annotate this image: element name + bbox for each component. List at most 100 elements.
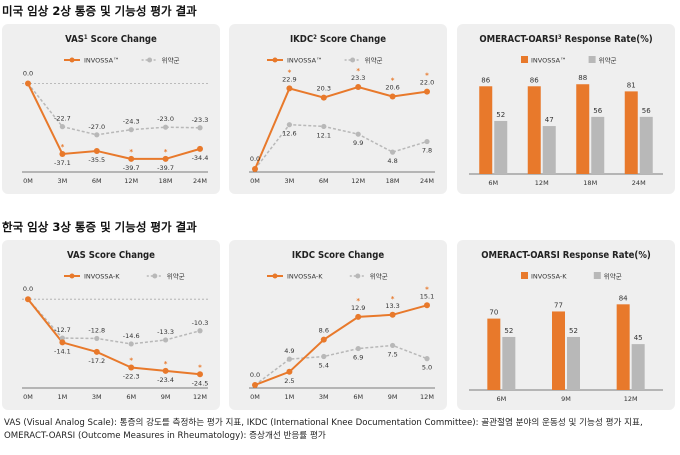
bar-invossa xyxy=(552,311,565,390)
x-tick-label: 1M xyxy=(285,393,295,401)
data-label: 22.0 xyxy=(420,79,434,87)
significance-star: * xyxy=(356,67,360,75)
chart-title: VAS1 Score Change xyxy=(65,34,157,46)
point-placebo xyxy=(286,356,292,362)
point-placebo xyxy=(390,149,396,155)
chart-title: IKDC Score Change xyxy=(292,250,385,261)
point-placebo xyxy=(321,353,327,360)
point-invossa xyxy=(424,88,430,95)
bar-value-label: 84 xyxy=(619,294,628,302)
point-invossa xyxy=(286,85,293,92)
data-label: -24.5 xyxy=(192,379,209,387)
point-invossa xyxy=(197,371,203,378)
section-title-us: 미국 임상 2상 통증 및 기능성 평가 결과 xyxy=(2,4,197,18)
legend-marker-placebo xyxy=(152,273,158,279)
bar-placebo xyxy=(502,336,516,390)
significance-star: * xyxy=(164,148,168,156)
significance-star: * xyxy=(129,148,133,156)
data-label: 7.8 xyxy=(422,147,432,155)
point-invossa xyxy=(93,147,100,154)
point-placebo xyxy=(197,328,203,334)
legend-marker-invossa xyxy=(69,57,75,63)
data-label: 15.1 xyxy=(420,292,434,300)
legend-label-invossa: INVOSSA-K xyxy=(531,273,567,281)
x-tick-label: 12M xyxy=(535,179,549,187)
data-label: -27.0 xyxy=(88,123,105,131)
data-label: 5.0 xyxy=(422,364,432,372)
legend-marker-invossa xyxy=(272,273,278,279)
point-invossa xyxy=(320,94,327,101)
x-tick-label: 0M xyxy=(23,393,33,401)
x-tick-label: 0M xyxy=(250,393,260,401)
x-tick-label: 6M xyxy=(126,393,136,401)
chart-svg: OMERACT-OARSI3 Response Rate(%) INVOSSA™ 위… xyxy=(469,34,663,187)
data-label: 20.6 xyxy=(385,84,399,92)
point-invossa xyxy=(25,296,31,303)
omeract-chart-us: OMERACT-OARSI3 Response Rate(%) INVOSSA™ 위… xyxy=(457,24,675,194)
x-tick-label: 6M xyxy=(353,393,363,401)
x-tick-label: 0M xyxy=(250,177,260,185)
bar-value-label: 88 xyxy=(578,74,587,82)
data-label: 5.4 xyxy=(319,362,329,370)
data-label: -23.4 xyxy=(157,376,174,384)
legend-swatch-placebo xyxy=(593,272,601,279)
bar-value-label: 56 xyxy=(593,107,602,115)
point-placebo xyxy=(286,122,292,128)
significance-star: * xyxy=(391,295,395,303)
significance-star: * xyxy=(61,143,65,151)
bar-invossa xyxy=(487,318,501,390)
data-label: 0.0 xyxy=(250,371,260,379)
point-placebo xyxy=(163,124,169,130)
x-tick-label: 0M xyxy=(23,177,33,185)
bar-placebo xyxy=(542,126,556,174)
significance-star: * xyxy=(129,357,133,365)
point-placebo xyxy=(390,342,396,349)
data-label: 23.3 xyxy=(351,74,365,82)
chart-title: IKDC2 Score Change xyxy=(290,34,386,46)
significance-star: * xyxy=(288,68,292,76)
significance-star: * xyxy=(425,72,429,80)
data-label: 4.8 xyxy=(387,157,397,165)
data-label: 8.6 xyxy=(319,327,329,335)
point-placebo xyxy=(59,335,65,341)
point-invossa xyxy=(197,145,203,152)
legend-label-placebo: 위약군 xyxy=(162,56,180,65)
legend-label-placebo: 위약군 xyxy=(604,272,622,281)
significance-star: * xyxy=(425,285,429,293)
data-label: -12.8 xyxy=(88,326,105,334)
data-label: 0.0 xyxy=(250,155,260,163)
point-invossa xyxy=(424,302,430,309)
legend-marker-invossa xyxy=(272,57,278,63)
point-invossa xyxy=(128,155,135,162)
data-label: -10.3 xyxy=(192,319,209,327)
data-label: -17.2 xyxy=(88,357,105,365)
x-tick-label: 24M xyxy=(632,179,646,187)
series-line-placebo xyxy=(27,298,201,345)
x-tick-label: 18M xyxy=(583,179,597,187)
data-label: 13.3 xyxy=(385,302,399,310)
series-line-invossa xyxy=(27,83,201,160)
data-label: 22.9 xyxy=(282,75,296,83)
data-label: -23.3 xyxy=(192,116,209,124)
series-line-invossa xyxy=(254,85,428,170)
data-label: 20.3 xyxy=(317,85,331,93)
series-line-invossa xyxy=(254,304,428,386)
legend-swatch-invossa xyxy=(521,56,528,63)
bar-invossa xyxy=(527,86,541,174)
data-label: -35.5 xyxy=(88,156,105,164)
data-label: -24.3 xyxy=(123,118,140,126)
data-label: 9.9 xyxy=(353,139,363,147)
point-placebo xyxy=(59,124,65,130)
bar-value-label: 81 xyxy=(627,81,636,89)
x-tick-label: 3M xyxy=(319,393,329,401)
legend-marker-invossa xyxy=(69,273,75,279)
point-invossa xyxy=(162,155,169,162)
ikdc-chart-korea: IKDC Score Change INVOSSA-K 위약군 0M 1M 3M 6M 9M 1… xyxy=(229,240,447,410)
legend-label-invossa: INVOSSA™ xyxy=(287,57,323,65)
chart-svg: VAS1 Score Change INVOSSA™ 위약군 0M 3M 6M 12M 18M… xyxy=(22,34,209,185)
point-invossa xyxy=(389,93,396,100)
x-tick-label: 12M xyxy=(420,393,434,401)
point-placebo xyxy=(94,132,100,138)
data-label: -22.3 xyxy=(123,373,140,381)
vas-chart-us: VAS1 Score Change INVOSSA™ 위약군 0M 3M 6M 12M 18M… xyxy=(2,24,220,194)
